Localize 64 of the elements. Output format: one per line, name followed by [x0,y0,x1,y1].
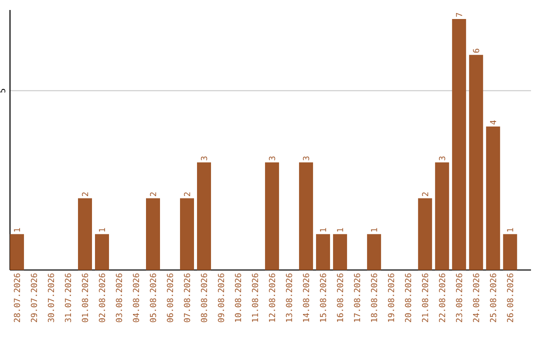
x-tick-label: 03.08.2026 [116,273,122,322]
x-tick-label: 12.08.2026 [268,273,276,322]
x-tick-label: 31.07.2026 [64,273,72,322]
data-label: 7 [456,13,462,17]
bar [180,198,194,270]
data-label: 2 [82,192,88,196]
bar [469,54,484,270]
bar [452,18,466,270]
bar [418,198,432,270]
x-tick-label: 22.08.2026 [438,273,446,322]
x-tick-label: 26.08.2026 [506,273,514,322]
x-tick-label: 17.08.2026 [354,273,360,322]
bar [265,162,280,270]
x-tick-label: 28.07.2026 [14,273,20,322]
x-tick-label: 25.08.2026 [490,273,496,322]
data-label: 3 [268,156,276,160]
data-label: 6 [472,48,480,53]
x-tick-label: 18.08.2026 [370,273,378,322]
x-tick-label: 05.08.2026 [150,273,156,322]
x-tick-label: 30.07.2026 [48,273,54,322]
x-tick-label: 04.08.2026 [132,273,140,322]
data-label: 3 [200,156,208,160]
data-label: 4 [490,120,496,125]
bar [146,198,160,270]
data-label: 1 [371,228,378,232]
data-label: 1 [14,228,20,232]
x-tick-label: 16.08.2026 [336,273,344,322]
x-tick-label: 21.08.2026 [422,273,428,322]
data-label: 2 [150,192,156,196]
x-tick-label: 20.08.2026 [404,273,412,322]
x-tick-label: 09.08.2026 [218,273,224,322]
x-tick-label: 10.08.2026 [234,273,242,322]
bar [316,234,330,270]
bar [503,234,518,270]
x-tick-label: 23.08.2026 [456,273,462,322]
data-label: 3 [438,156,446,160]
data-label: 1 [98,228,106,232]
x-tick-label: 24.08.2026 [472,273,480,322]
x-tick-label: 08.08.2026 [200,273,208,322]
x-tick-label: 19.08.2026 [388,273,394,322]
x-tick-label: 02.08.2026 [98,273,106,322]
bar [78,198,92,270]
x-tick-label: 29.07.2026 [30,273,38,322]
bar [10,234,24,270]
x-tick-label: 01.08.2026 [82,273,88,322]
data-label: 1 [320,228,326,232]
bar [435,162,450,270]
bar [197,162,212,270]
bar [94,234,109,270]
bar [367,234,382,270]
x-tick-label: 06.08.2026 [166,273,174,322]
data-label: 1 [337,228,344,232]
bar [333,234,348,270]
data-label: 2 [422,192,428,196]
x-tick-label: 13.08.2026 [286,273,292,322]
data-label: 1 [507,228,514,232]
x-tick-label: 14.08.2026 [302,273,310,322]
data-label: 2 [184,192,190,196]
data-label: 3 [302,156,310,160]
bar [486,126,500,270]
x-tick-label: 07.08.2026 [184,273,190,322]
bar [299,162,314,270]
x-tick-label: 11.08.2026 [252,273,258,322]
x-tick-label: 15.08.2026 [320,273,326,322]
